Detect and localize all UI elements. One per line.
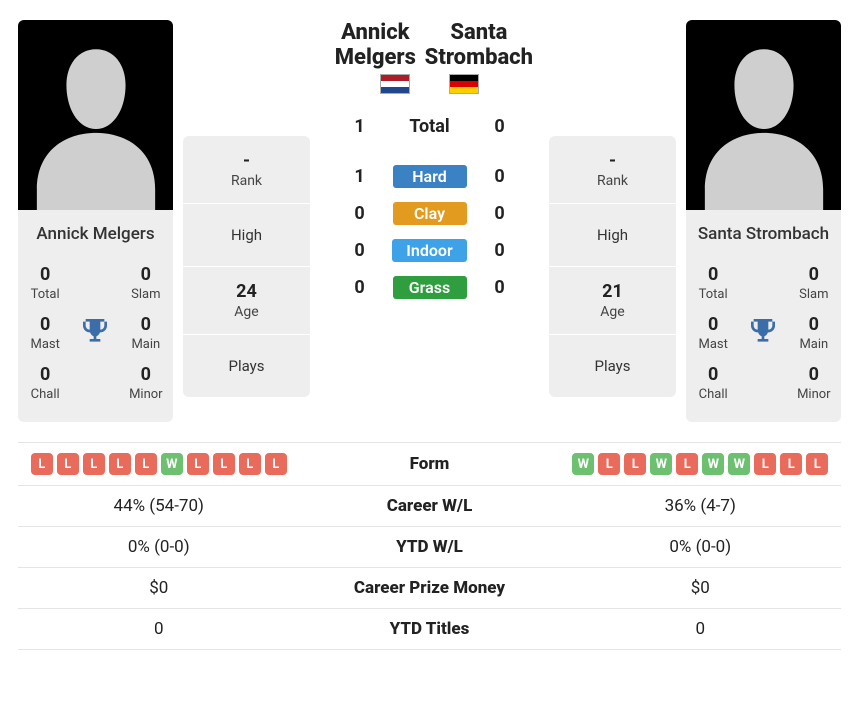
- player2-flag-icon: [449, 74, 479, 94]
- trophy-minor: 0 Minor: [797, 358, 831, 408]
- player2-form: WLLWLWWLLL: [560, 442, 842, 486]
- h2h-surfaces: 1 Hard 0 0 Clay 0 0 Indoor 0 0 Grass 0: [340, 151, 520, 313]
- player2-rank-card: - Rank High 21 Age Plays: [549, 136, 676, 397]
- trophy-icon: [747, 315, 779, 351]
- rank-row: - Rank: [549, 136, 676, 204]
- trophy-total: 0 Total: [31, 258, 60, 308]
- form-win: W: [161, 453, 183, 475]
- player-comparison-header: Annick Melgers 0 Total 0 Slam 0 Mast 0 M…: [18, 20, 841, 422]
- player1-form: LLLLLWLLLL: [18, 442, 300, 486]
- form-loss: L: [135, 453, 157, 475]
- h2h-column: Annick Melgers Santa Strombach 1 Total 0…: [320, 20, 539, 313]
- stats-table: LLLLLWLLLL Form WLLWLWWLLL 44% (54-70) C…: [18, 442, 841, 650]
- surface-badge: Clay: [393, 202, 467, 225]
- p2-val: 0: [494, 166, 504, 187]
- trophy-chall: 0 Chall: [699, 358, 728, 408]
- player2-name[interactable]: Santa Strombach: [425, 20, 533, 70]
- player2-trophies: 0 Total 0 Slam 0 Mast 0 Main 0 Chall: [686, 254, 841, 422]
- flags-row: [320, 72, 539, 100]
- p2-ytd-titles: 0: [560, 609, 842, 650]
- age-row: 21 Age: [549, 267, 676, 335]
- form-loss: L: [265, 453, 287, 475]
- form-win: W: [728, 453, 750, 475]
- prize-label: Career Prize Money: [300, 568, 560, 609]
- ytd-titles-label: YTD Titles: [300, 609, 560, 650]
- surface-badge: Hard: [393, 165, 467, 188]
- trophy-chall: 0 Chall: [31, 358, 60, 408]
- plays-row: Plays: [549, 335, 676, 397]
- h2h-surface-clay: 0 Clay 0: [340, 202, 520, 225]
- p1-val: 1: [354, 166, 364, 187]
- form-loss: L: [754, 453, 776, 475]
- p1-val: 0: [354, 240, 364, 261]
- h2h-p1-total: 1: [354, 116, 364, 137]
- plays-row: Plays: [183, 335, 310, 397]
- surface-badge: Indoor: [392, 239, 466, 262]
- h2h-total: 1 Total 0: [340, 116, 520, 137]
- form-loss: L: [213, 453, 235, 475]
- trophy-total: 0 Total: [699, 258, 728, 308]
- h2h-surface-hard: 1 Hard 0: [340, 165, 520, 188]
- player1-card: Annick Melgers 0 Total 0 Slam 0 Mast 0 M…: [18, 20, 173, 422]
- form-loss: L: [109, 453, 131, 475]
- player1-name[interactable]: Annick Melgers: [326, 20, 425, 70]
- h2h-p2-total: 0: [494, 116, 504, 137]
- p2-val: 0: [494, 277, 504, 298]
- silhouette-icon: [699, 30, 829, 210]
- p2-career-wl: 36% (4-7): [560, 486, 842, 527]
- form-win: W: [572, 453, 594, 475]
- high-row: High: [183, 204, 310, 267]
- form-win: W: [650, 453, 672, 475]
- surface-badge: Grass: [393, 276, 467, 299]
- trophy-mast: 0 Mast: [698, 308, 727, 358]
- ytd-wl-label: YTD W/L: [300, 527, 560, 568]
- rank-row: - Rank: [183, 136, 310, 204]
- p2-ytd-wl: 0% (0-0): [560, 527, 842, 568]
- career-wl-label: Career W/L: [300, 486, 560, 527]
- player2-avatar: [686, 20, 841, 210]
- p2-val: 0: [494, 203, 504, 224]
- form-loss: L: [780, 453, 802, 475]
- age-row: 24 Age: [183, 267, 310, 335]
- p1-ytd-titles: 0: [18, 609, 300, 650]
- player-names: Annick Melgers Santa Strombach: [320, 20, 539, 72]
- p1-ytd-wl: 0% (0-0): [18, 527, 300, 568]
- player2-card: Santa Strombach 0 Total 0 Slam 0 Mast 0 …: [686, 20, 841, 422]
- high-row: High: [549, 204, 676, 267]
- form-loss: L: [598, 453, 620, 475]
- player1-card-name: Annick Melgers: [18, 210, 173, 254]
- trophy-slam: 0 Slam: [799, 258, 828, 308]
- p2-prize: $0: [560, 568, 842, 609]
- trophy-main: 0 Main: [799, 308, 828, 358]
- form-loss: L: [187, 453, 209, 475]
- trophy-minor: 0 Minor: [129, 358, 163, 408]
- p1-val: 0: [354, 277, 364, 298]
- player1-trophies: 0 Total 0 Slam 0 Mast 0 Main 0 Chall: [18, 254, 173, 422]
- trophy-icon: [79, 315, 111, 351]
- form-loss: L: [239, 453, 261, 475]
- h2h-surface-indoor: 0 Indoor 0: [340, 239, 520, 262]
- player1-avatar: [18, 20, 173, 210]
- form-loss: L: [83, 453, 105, 475]
- silhouette-icon: [31, 30, 161, 210]
- trophy-mast: 0 Mast: [30, 308, 59, 358]
- p2-val: 0: [494, 240, 504, 261]
- h2h-total-label: Total: [409, 116, 449, 137]
- p1-prize: $0: [18, 568, 300, 609]
- p1-career-wl: 44% (54-70): [18, 486, 300, 527]
- form-label: Form: [300, 442, 560, 486]
- trophy-slam: 0 Slam: [131, 258, 160, 308]
- form-loss: L: [31, 453, 53, 475]
- player1-flag-icon: [380, 74, 410, 94]
- player2-card-name: Santa Strombach: [686, 210, 841, 254]
- form-win: W: [702, 453, 724, 475]
- trophy-main: 0 Main: [131, 308, 160, 358]
- p1-val: 0: [354, 203, 364, 224]
- form-loss: L: [57, 453, 79, 475]
- player1-rank-card: - Rank High 24 Age Plays: [183, 136, 310, 397]
- form-loss: L: [624, 453, 646, 475]
- h2h-surface-grass: 0 Grass 0: [340, 276, 520, 299]
- form-loss: L: [676, 453, 698, 475]
- form-loss: L: [806, 453, 828, 475]
